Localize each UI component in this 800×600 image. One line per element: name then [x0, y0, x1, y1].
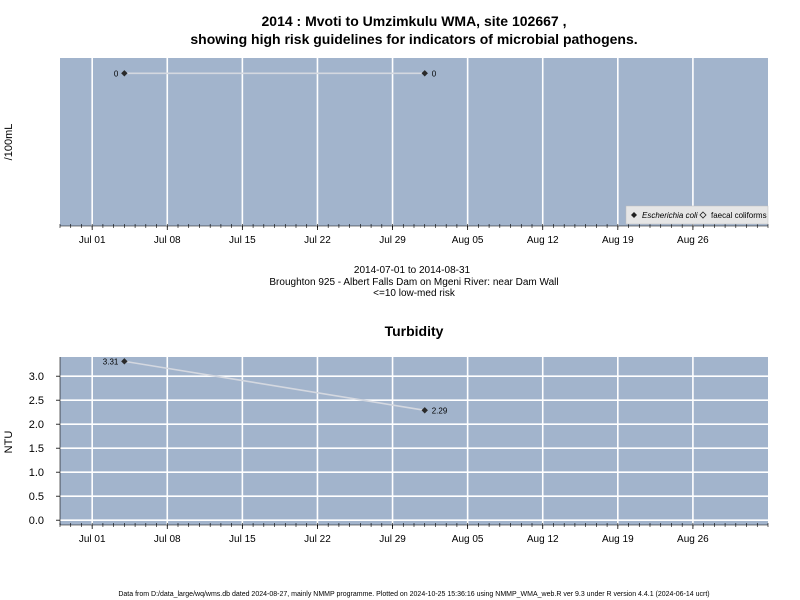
microbial-y-axis-label: /100mL: [3, 124, 15, 161]
legend-faecal-label: faecal coliforms: [711, 211, 767, 220]
microbial-plot: Jul 01 Jul 08 Jul 15 Jul 22 Jul 29 Aug 05 Aug …: [3, 58, 769, 246]
y-tick-label: 0.5: [29, 491, 44, 503]
legend-ecoli-marker: [631, 212, 637, 218]
turbidity-x-axis: Jul 01 Jul 08 Jul 15 Jul 22 Jul 29 Aug 05 Aug …: [59, 523, 769, 545]
x-tick-label: Aug 19: [602, 534, 634, 545]
turbidity-plot: Jul 01 Jul 08 Jul 15 Jul 22 Jul 29 Aug 05 Aug …: [3, 357, 769, 545]
x-tick-label: Aug 12: [527, 235, 559, 246]
x-tick-label: Aug 05: [452, 235, 484, 246]
x-tick-label: Aug 19: [602, 235, 634, 246]
y-tick-label: 2.0: [29, 419, 44, 431]
data-point: [121, 70, 128, 77]
x-tick-label: Jul 15: [229, 235, 256, 246]
y-tick-label: 1.5: [29, 443, 44, 455]
x-tick-label: Jul 22: [304, 534, 331, 545]
chart-title-line2: showing high risk guidelines for indicat…: [190, 31, 637, 47]
x-tick-label: Jul 22: [304, 235, 331, 246]
data-label: 2.29: [432, 406, 448, 415]
caption-risk: <=10 low-med risk: [373, 288, 456, 299]
x-tick-label: Jul 01: [79, 235, 106, 246]
x-tick-label: Jul 08: [154, 534, 181, 545]
data-point: [421, 70, 428, 77]
y-tick-label: 0.0: [29, 515, 44, 527]
legend-box: [625, 205, 769, 225]
x-tick-label: Aug 26: [677, 235, 709, 246]
turbidity-plot-panel: [60, 357, 768, 525]
turbidity-y-axis: 0.0 0.5 1.0 1.5 2.0 2.5 3.0: [29, 357, 61, 527]
caption-date-range: 2014-07-01 to 2014-08-31: [354, 265, 471, 276]
turbidity-series: 3.31 2.29: [103, 357, 448, 415]
turbidity-grid: [60, 357, 768, 525]
y-tick-label: 2.5: [29, 395, 44, 407]
microbial-x-axis: Jul 01 Jul 08 Jul 15 Jul 22 Jul 29 Aug 05 Aug …: [59, 224, 769, 246]
data-point: [421, 407, 428, 414]
x-tick-label: Aug 26: [677, 534, 709, 545]
data-label: 3.31: [103, 357, 119, 366]
microbial-grid: [91, 58, 694, 226]
legend-faecal-marker: [699, 211, 707, 219]
y-tick-label: 1.0: [29, 467, 44, 479]
legend: Escherichia coli faecal coliforms: [625, 205, 769, 225]
microbial-plot-panel: [60, 58, 768, 226]
legend-ecoli-label: Escherichia coli: [642, 211, 698, 220]
x-tick-label: Aug 12: [527, 534, 559, 545]
x-tick-label: Jul 29: [379, 235, 406, 246]
data-label: 0: [114, 69, 119, 78]
turbidity-y-axis-label: NTU: [3, 431, 15, 454]
chart-title-line1: 2014 : Mvoti to Umzimkulu WMA, site 1026…: [262, 13, 567, 29]
caption-site: Broughton 925 - Albert Falls Dam on Mgen…: [269, 277, 558, 288]
x-tick-label: Jul 15: [229, 534, 256, 545]
x-tick-label: Jul 08: [154, 235, 181, 246]
x-tick-label: Jul 01: [79, 534, 106, 545]
footer-note: Data from D:/data_large/wq/wms.db dated …: [118, 591, 709, 598]
turbidity-title: Turbidity: [385, 323, 444, 339]
data-label: 0: [432, 69, 437, 78]
y-tick-label: 3.0: [29, 371, 44, 383]
x-tick-label: Aug 05: [452, 534, 484, 545]
data-point: [121, 358, 128, 365]
series-line: [124, 360, 425, 412]
x-tick-label: Jul 29: [379, 534, 406, 545]
